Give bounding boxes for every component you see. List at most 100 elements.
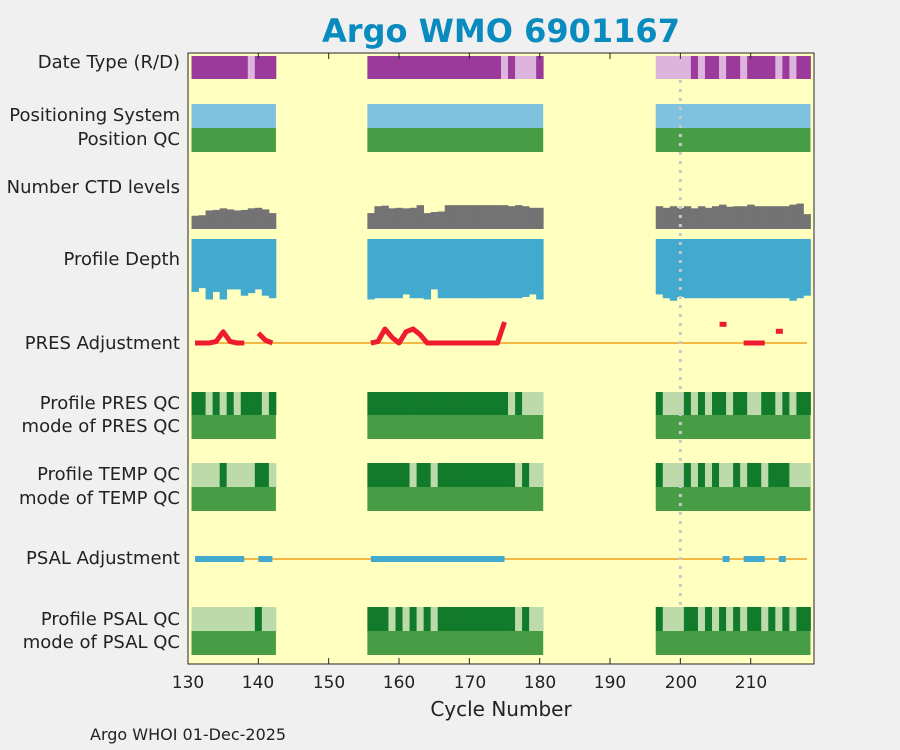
date-type-cell (676, 56, 685, 79)
profile-psal-qc-cell (198, 607, 206, 631)
row-label-temp-qc: Profile TEMP QC (37, 464, 180, 485)
profile-depth-bar (240, 239, 249, 296)
profile-psal-qc-cell (775, 607, 783, 631)
profile-depth-bar (233, 239, 242, 290)
ctd-level-bar (690, 208, 699, 229)
ctd-level-bar (430, 212, 439, 229)
profile-temp-qc-cell (268, 463, 277, 487)
date-type-cell (508, 56, 516, 79)
ctd-level-bar (409, 207, 417, 229)
profile-depth-bar (374, 239, 382, 299)
profile-depth-bar (669, 239, 678, 301)
profile-psal-qc-cell (430, 607, 439, 631)
profile-pres-qc-cell (409, 392, 417, 415)
profile-pres-qc-cell (451, 392, 460, 415)
profile-temp-qc-cell (226, 463, 235, 487)
profile-pres-qc-cell (536, 392, 544, 415)
date-type-cell (219, 56, 228, 79)
ctd-level-bar (796, 203, 804, 229)
profile-temp-qc-cell (747, 463, 755, 487)
profile-psal-qc-cell (402, 607, 410, 631)
profile-psal-qc-cell (479, 607, 488, 631)
profile-depth-bar (655, 239, 664, 295)
profile-pres-qc-cell (465, 392, 474, 415)
date-type-cell (367, 56, 375, 79)
date-type-cell (515, 56, 523, 79)
ctd-level-bar (754, 206, 762, 229)
ctd-level-bar (268, 213, 277, 229)
profile-psal-qc-cell (655, 607, 664, 631)
profile-temp-qc-cell (493, 463, 502, 487)
profile-pres-qc-cell (761, 392, 769, 415)
profile-temp-qc-cell (416, 463, 425, 487)
profile-psal-qc-cell (395, 607, 403, 631)
profile-psal-qc-cell (683, 607, 692, 631)
profile-temp-qc-cell (367, 463, 375, 487)
x-tick-label: 190 (593, 673, 627, 693)
profile-psal-qc-cell (697, 607, 706, 631)
mode-temp-qc-bar (191, 487, 276, 511)
profile-pres-qc-cell (704, 392, 713, 415)
ctd-level-bar (423, 213, 432, 229)
profile-pres-qc-cell (472, 392, 481, 415)
profile-pres-qc-cell (676, 392, 685, 415)
profile-pres-qc-cell (515, 392, 523, 415)
date-type-cell (697, 56, 706, 79)
psal-adjust-bar (722, 556, 730, 562)
profile-temp-qc-cell (233, 463, 242, 487)
profile-depth-bar (796, 239, 804, 299)
ctd-level-bar (212, 209, 221, 229)
x-axis-label: Cycle Number (430, 697, 572, 721)
x-tick-label: 170 (453, 673, 487, 693)
pres-adjust-point (775, 328, 783, 334)
profile-psal-qc-cell (226, 607, 235, 631)
x-tick-label: 160 (382, 673, 416, 693)
date-type-cell (444, 56, 453, 79)
profile-temp-qc-cell (472, 463, 481, 487)
date-type-cell (381, 56, 389, 79)
profile-psal-qc-cell (465, 607, 474, 631)
profile-psal-qc-cell (423, 607, 432, 631)
profile-temp-qc-cell (465, 463, 474, 487)
row-label-positioning: Positioning System (9, 105, 180, 126)
profile-depth-bar (501, 239, 509, 299)
profile-psal-qc-cell (662, 607, 671, 631)
profile-depth-bar (761, 239, 769, 299)
profile-temp-qc-cell (754, 463, 762, 487)
profile-pres-qc-cell (233, 392, 242, 415)
date-type-cell (796, 56, 804, 79)
ctd-level-bar (508, 206, 516, 229)
profile-psal-qc-cell (803, 607, 811, 631)
profile-psal-qc-cell (219, 607, 228, 631)
profile-pres-qc-cell (388, 392, 396, 415)
profile-depth-bar (515, 239, 523, 299)
profile-temp-qc-cell (803, 463, 811, 487)
mode-pres-qc-bar (655, 415, 811, 439)
profile-temp-qc-cell (676, 463, 685, 487)
profile-psal-qc-cell (712, 607, 720, 631)
profile-psal-qc-cell (719, 607, 727, 631)
ctd-level-bar (529, 207, 537, 229)
profile-psal-qc-cell (747, 607, 755, 631)
ctd-level-bar (247, 208, 256, 229)
pres-adjust-curve (370, 321, 507, 346)
ctd-level-bar (733, 206, 741, 229)
mode-temp-qc-bar (655, 487, 811, 511)
profile-temp-qc-cell (430, 463, 439, 487)
ctd-level-bar (655, 206, 664, 229)
profile-depth-bar (536, 239, 544, 300)
profile-pres-qc-cell (240, 392, 249, 415)
profile-temp-qc-cell (522, 463, 530, 487)
ctd-level-bar (226, 209, 235, 229)
profile-psal-qc-cell (388, 607, 396, 631)
profile-psal-qc-cell (240, 607, 249, 631)
profile-pres-qc-cell (655, 392, 664, 415)
date-type-cell (437, 56, 446, 79)
mode-pres-qc-bar (191, 415, 276, 439)
x-tick-label: 210 (734, 673, 768, 693)
profile-psal-qc-cell (733, 607, 741, 631)
profile-psal-qc-cell (789, 607, 797, 631)
profile-temp-qc-cell (536, 463, 544, 487)
profile-pres-qc-cell (782, 392, 790, 415)
profile-depth-bar (430, 239, 439, 290)
